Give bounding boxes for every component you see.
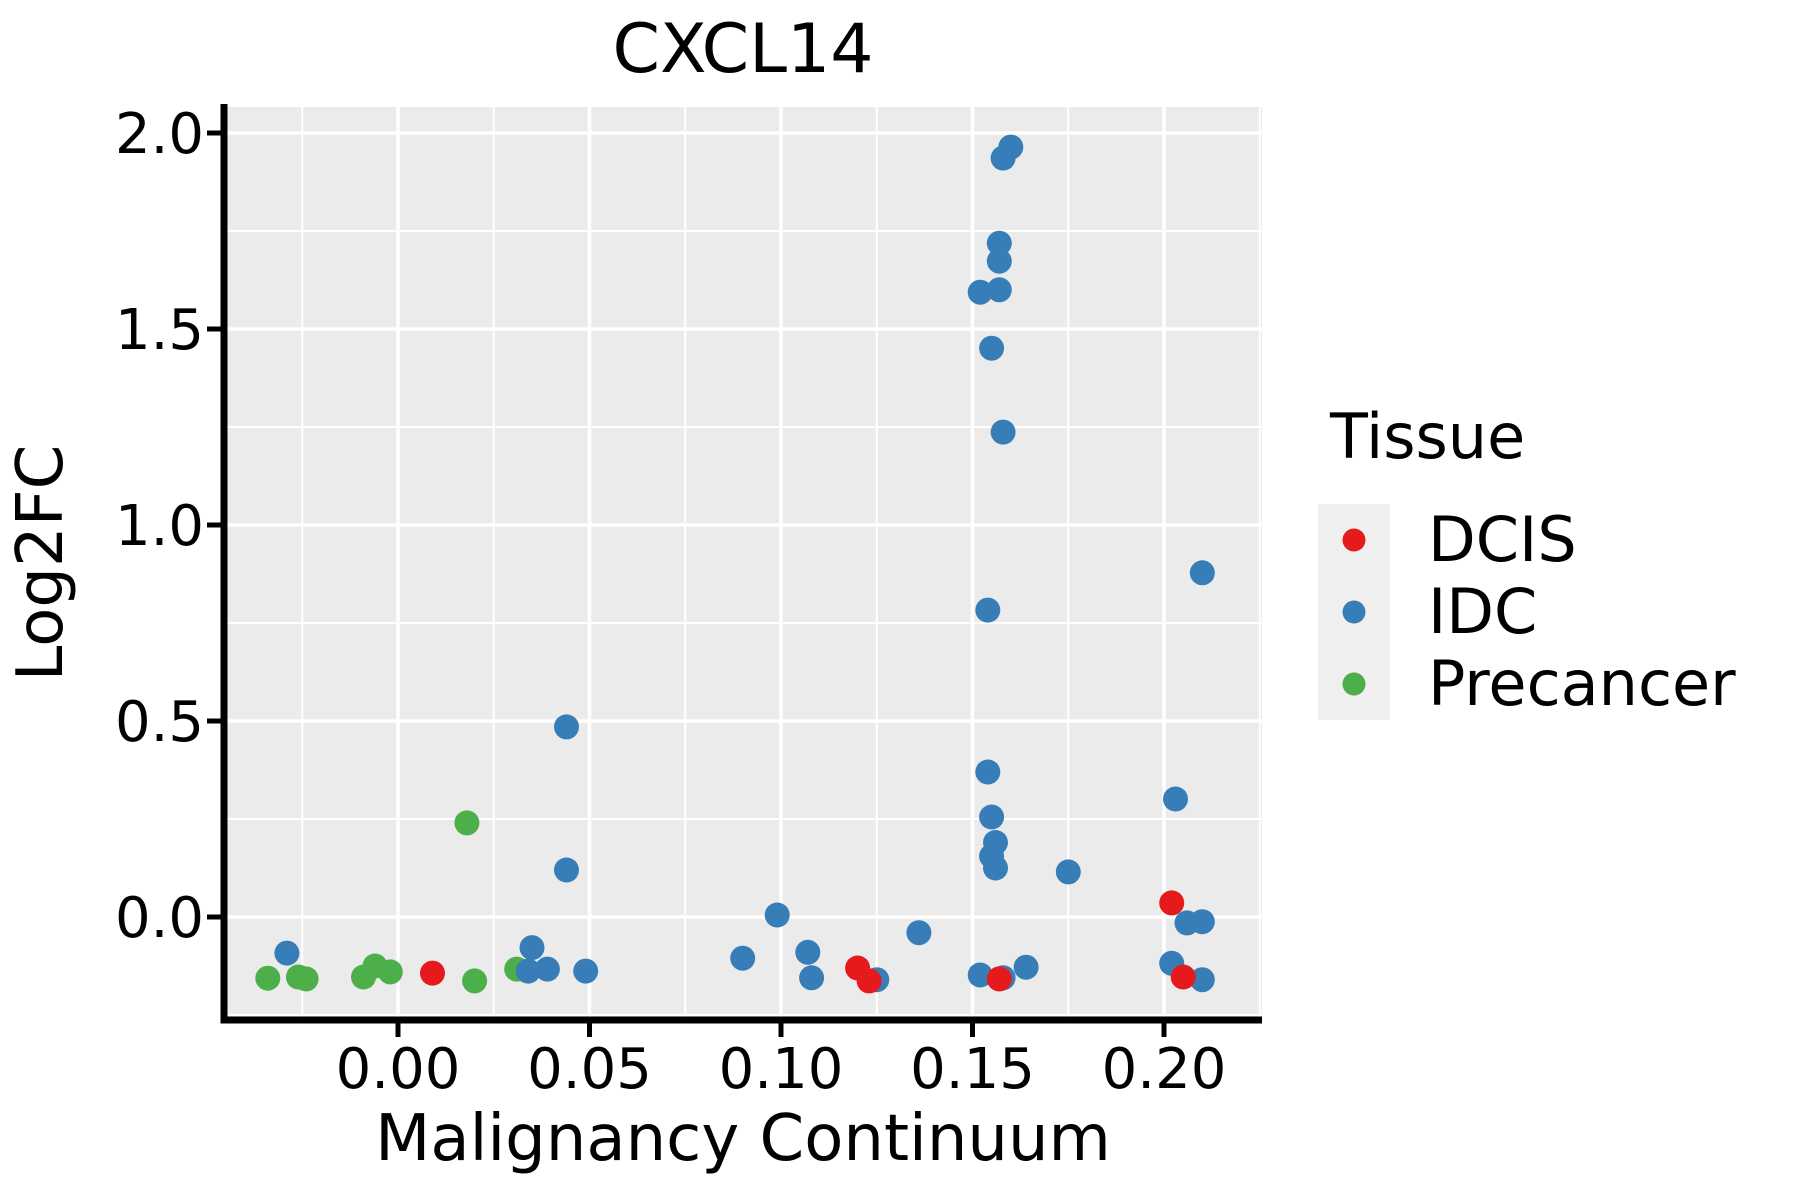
legend-key-dot-dcis xyxy=(1342,528,1366,552)
chart-title: CXCL14 xyxy=(612,10,873,89)
data-point-idc xyxy=(986,230,1012,256)
data-point-idc xyxy=(975,597,1001,623)
data-point-idc xyxy=(1189,967,1215,993)
data-point-dcis xyxy=(420,960,445,986)
data-point-idc xyxy=(515,958,541,984)
x-axis-label: Malignancy Continuum xyxy=(375,1102,1111,1176)
data-point-precancer xyxy=(255,965,281,991)
x-axis-ticks: 0.00 0.05 0.10 0.15 0.20 xyxy=(336,1023,1227,1102)
data-point-idc xyxy=(990,419,1016,445)
data-point-idc xyxy=(795,939,821,965)
data-point-idc xyxy=(554,857,579,883)
data-point-idc xyxy=(274,940,300,966)
data-point-idc xyxy=(730,945,756,971)
x-tick-label: 0.05 xyxy=(527,1037,652,1102)
legend-label-idc: IDC xyxy=(1428,575,1537,648)
data-point-idc xyxy=(986,248,1012,274)
data-point-dcis xyxy=(856,968,882,994)
y-tick-label: 1.5 xyxy=(115,298,204,363)
data-point-precancer xyxy=(377,959,403,985)
y-tick-label: 0.5 xyxy=(115,690,204,755)
data-point-idc xyxy=(1189,560,1215,586)
x-tick-label: 0.20 xyxy=(1102,1037,1227,1102)
legend-title: Tissue xyxy=(1329,400,1525,473)
y-tick-label: 2.0 xyxy=(115,102,204,167)
data-point-idc xyxy=(967,279,993,305)
x-tick-label: 0.15 xyxy=(910,1037,1035,1102)
data-point-dcis xyxy=(1159,890,1185,916)
data-point-idc xyxy=(554,714,579,740)
y-axis-ticks: 2.0 1.5 1.0 0.5 0.0 xyxy=(115,102,221,951)
data-point-idc xyxy=(975,759,1001,785)
y-axis-label: Log2FC xyxy=(4,445,78,682)
data-point-idc xyxy=(519,935,545,961)
data-point-idc xyxy=(983,855,1008,881)
data-point-dcis xyxy=(986,966,1012,992)
legend-key-dot-precancer xyxy=(1342,672,1366,696)
data-point-idc xyxy=(1163,786,1188,812)
y-tick-label: 1.0 xyxy=(115,494,204,559)
data-point-idc xyxy=(1189,909,1215,935)
legend-key-dot-idc xyxy=(1342,600,1366,624)
data-point-idc xyxy=(979,335,1005,361)
x-tick-label: 0.10 xyxy=(719,1037,844,1102)
data-point-idc xyxy=(534,956,560,982)
data-point-idc xyxy=(983,830,1008,855)
data-point-dcis xyxy=(1170,964,1196,990)
data-point-idc xyxy=(764,902,790,928)
data-point-idc xyxy=(1055,859,1081,885)
data-point-precancer xyxy=(454,810,480,836)
data-point-idc xyxy=(906,920,932,946)
data-point-idc xyxy=(967,962,993,988)
data-point-idc xyxy=(1013,954,1039,980)
major-gridlines xyxy=(224,107,1262,1017)
data-point-idc xyxy=(998,134,1024,160)
x-tick-label: 0.00 xyxy=(336,1037,461,1102)
data-points xyxy=(255,134,1215,994)
data-point-precancer xyxy=(293,966,319,992)
data-point-idc xyxy=(573,958,599,984)
legend-label-dcis: DCIS xyxy=(1428,503,1577,576)
data-point-idc xyxy=(979,804,1005,830)
data-point-idc xyxy=(799,965,825,991)
data-point-precancer xyxy=(462,968,488,994)
plot-panel xyxy=(224,107,1262,1017)
legend-label-precancer: Precancer xyxy=(1428,647,1736,720)
data-point-idc xyxy=(986,277,1012,303)
y-tick-label: 0.0 xyxy=(115,886,204,951)
